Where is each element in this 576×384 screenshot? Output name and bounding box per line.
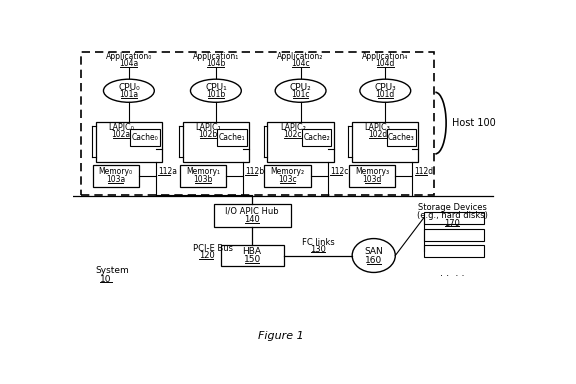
Text: Application₄: Application₄ (362, 52, 408, 61)
Text: (e.g., hard disks): (e.g., hard disks) (417, 211, 488, 220)
Text: 103b: 103b (193, 175, 213, 184)
Text: Host 100: Host 100 (452, 118, 496, 128)
Bar (221, 245, 283, 266)
Text: 130: 130 (310, 245, 326, 254)
Text: LAPIC₂: LAPIC₂ (280, 123, 306, 132)
Text: 101d: 101d (376, 90, 395, 99)
Text: FC links: FC links (302, 238, 334, 247)
Text: CPU₁: CPU₁ (205, 83, 227, 92)
Text: Memory₂: Memory₂ (271, 167, 305, 176)
Bar (349, 166, 395, 187)
Bar (130, 129, 160, 146)
Text: CPU₂: CPU₂ (290, 83, 312, 92)
Text: 160: 160 (365, 256, 382, 265)
Bar (183, 122, 249, 162)
Bar (96, 122, 162, 162)
Text: . .  . .: . . . . (440, 268, 464, 278)
Text: SAN: SAN (365, 247, 383, 256)
Text: 101a: 101a (119, 90, 138, 99)
Bar (302, 129, 331, 146)
Text: Application₁: Application₁ (193, 52, 239, 61)
Text: 140: 140 (244, 215, 260, 224)
Ellipse shape (191, 79, 241, 102)
Text: Figure 1: Figure 1 (259, 331, 304, 341)
Text: 102d: 102d (368, 130, 387, 139)
Text: Cache₃: Cache₃ (388, 133, 415, 142)
Text: 170: 170 (444, 218, 460, 228)
Text: Cache₁: Cache₁ (219, 133, 245, 142)
Text: Application₀: Application₀ (105, 52, 152, 61)
Text: I/O APIC Hub: I/O APIC Hub (225, 206, 279, 215)
Text: 102b: 102b (199, 130, 218, 139)
Bar (93, 166, 139, 187)
Text: LAPIC₀: LAPIC₀ (108, 123, 134, 132)
Bar (267, 122, 334, 162)
Ellipse shape (352, 238, 395, 273)
Bar (352, 122, 418, 162)
Ellipse shape (275, 79, 326, 102)
Text: 112b: 112b (245, 167, 264, 176)
Bar (217, 129, 247, 146)
Text: LAPIC₃: LAPIC₃ (365, 123, 391, 132)
Text: 112a: 112a (158, 167, 177, 176)
Text: 104c: 104c (291, 59, 310, 68)
Text: System: System (95, 266, 129, 275)
Text: LAPIC₁: LAPIC₁ (195, 123, 221, 132)
Bar (387, 129, 416, 146)
Text: 103a: 103a (106, 175, 126, 184)
Text: 102c: 102c (283, 130, 302, 139)
Bar (180, 166, 226, 187)
Text: 112d: 112d (415, 167, 434, 176)
Text: Memory₁: Memory₁ (186, 167, 220, 176)
Text: HBA: HBA (242, 247, 262, 256)
Text: 120: 120 (199, 251, 215, 260)
Text: 104d: 104d (376, 59, 395, 68)
Bar (81, 52, 434, 195)
Text: 102a: 102a (112, 130, 131, 139)
Bar (424, 245, 484, 257)
Text: Cache₂: Cache₂ (304, 133, 330, 142)
Text: Cache₀: Cache₀ (132, 133, 158, 142)
Bar (424, 212, 484, 224)
Ellipse shape (360, 79, 411, 102)
Text: CPU₃: CPU₃ (374, 83, 396, 92)
Text: 150: 150 (244, 255, 261, 264)
Text: Memory₀: Memory₀ (98, 167, 133, 176)
Text: PCI-E Bus: PCI-E Bus (193, 244, 233, 253)
Text: Storage Devices: Storage Devices (418, 203, 487, 212)
Text: CPU₀: CPU₀ (118, 83, 140, 92)
Text: 103d: 103d (362, 175, 382, 184)
Text: 101c: 101c (291, 90, 310, 99)
Ellipse shape (104, 79, 154, 102)
Text: Application₂: Application₂ (278, 52, 324, 61)
Text: 10: 10 (100, 275, 112, 284)
Text: Memory₃: Memory₃ (355, 167, 389, 176)
Bar (214, 204, 290, 227)
Bar (264, 166, 310, 187)
Text: 104b: 104b (206, 59, 226, 68)
Text: 112c: 112c (330, 167, 348, 176)
Text: 103c: 103c (278, 175, 297, 184)
Text: 101b: 101b (206, 90, 226, 99)
Text: 104a: 104a (119, 59, 138, 68)
Bar (424, 228, 484, 241)
